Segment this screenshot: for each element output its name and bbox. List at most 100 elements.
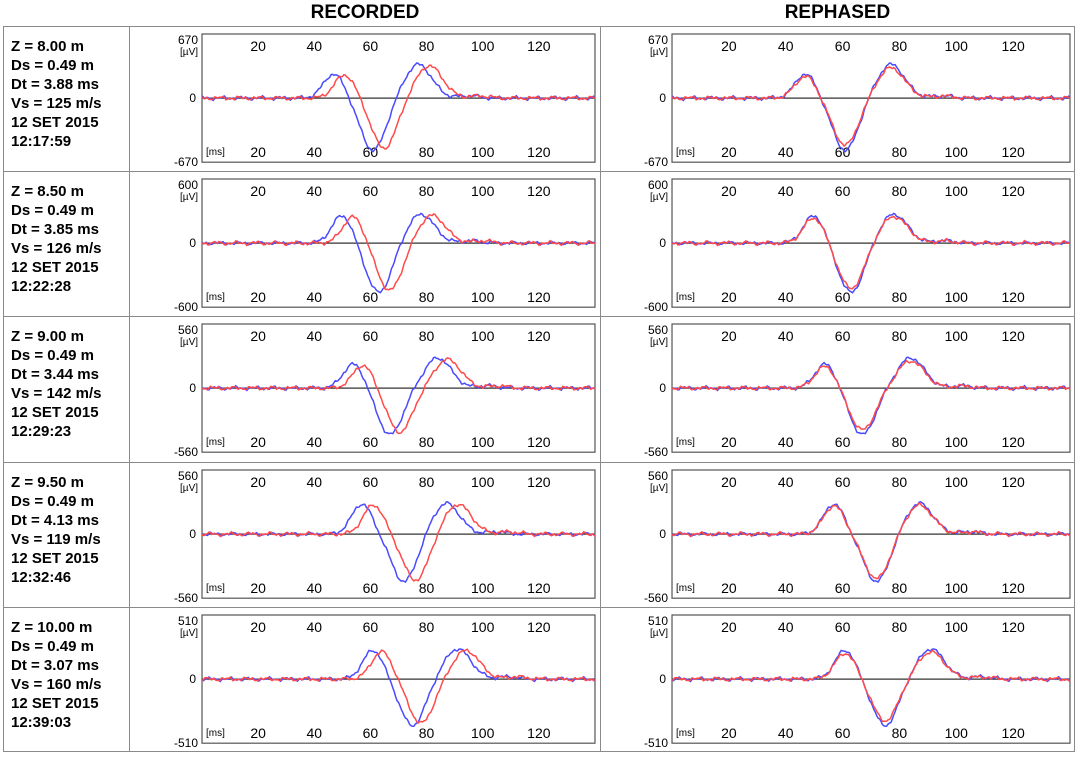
x-tick-label-bottom: 80 <box>892 435 908 451</box>
blue-trace <box>201 212 596 294</box>
x-tick-label-bottom: 100 <box>945 289 969 305</box>
y-tick-zero: 0 <box>659 672 666 686</box>
info-line: 12:39:03 <box>11 713 72 731</box>
info-line: Vs = 126 m/s <box>11 240 102 258</box>
x-tick-label-bottom: 100 <box>471 435 495 451</box>
x-tick-label-top: 40 <box>307 38 323 54</box>
x-tick-label-top: 20 <box>250 328 266 344</box>
y-tick-max: 510 <box>178 614 198 628</box>
x-tick-label-bottom: 20 <box>250 580 266 596</box>
x-tick-label-bottom: 20 <box>721 580 737 596</box>
y-tick-zero: 0 <box>189 527 196 541</box>
y-tick-zero: 0 <box>659 381 666 395</box>
rephased-plot: 560 [µV] 0 -560 20 20 40 40 60 60 80 80 100 100 120 120… <box>600 316 1075 461</box>
y-tick-max: 560 <box>178 323 198 337</box>
red-trace <box>201 357 596 435</box>
depth-row: Z = 8.50 m Ds = 0.49 m Dt = 3.85 ms Vs = 12… <box>3 171 1075 317</box>
x-tick-label-top: 100 <box>471 38 495 54</box>
y-tick-min: -510 <box>174 736 198 750</box>
x-tick-label-top: 40 <box>778 619 794 635</box>
info-line: Ds = 0.49 m <box>11 637 94 655</box>
x-tick-label-top: 40 <box>307 183 323 199</box>
recorded-waveform-chart: 560[µV] 0 -560 20 20 40 40 60 60 80 80 100 100 120 120… <box>174 469 596 605</box>
y-tick-min: -670 <box>644 155 668 169</box>
rephased-waveform-chart: 510[µV] 0 -510 20 20 40 40 60 60 80 80 100 100 120 120… <box>644 614 1071 750</box>
y-tick-min: -600 <box>174 300 198 314</box>
x-tick-label-bottom: 40 <box>307 289 323 305</box>
y-tick-max: 560 <box>178 469 198 483</box>
y-tick-zero: 0 <box>659 91 666 105</box>
x-tick-label-top: 120 <box>527 183 551 199</box>
x-tick-label-top: 80 <box>419 328 435 344</box>
x-tick-label-top: 80 <box>892 328 908 344</box>
y-tick-zero: 0 <box>189 91 196 105</box>
x-tick-label-bottom: 80 <box>419 435 435 451</box>
x-unit-label: [ms] <box>676 147 695 158</box>
x-unit-label: [ms] <box>206 147 225 158</box>
y-unit-label: [µV] <box>180 628 198 639</box>
blue-trace <box>201 648 596 727</box>
y-tick-min: -560 <box>644 446 668 460</box>
x-unit-label: [ms] <box>676 728 695 739</box>
x-tick-label-top: 20 <box>250 183 266 199</box>
y-tick-zero: 0 <box>189 672 196 686</box>
column-divider <box>600 316 601 462</box>
x-tick-label-top: 80 <box>892 474 908 490</box>
x-tick-label-bottom: 120 <box>1001 435 1025 451</box>
info-line: Vs = 142 m/s <box>11 385 102 403</box>
rephased-waveform-chart: 560[µV] 0 -560 20 20 40 40 60 60 80 80 100 100 120 120… <box>644 323 1071 460</box>
depth-info-panel: Z = 10.00 m Ds = 0.49 m Dt = 3.07 ms Vs = 1… <box>3 606 130 752</box>
rephased-heading: REPHASED <box>784 2 891 23</box>
x-tick-label-top: 100 <box>471 328 495 344</box>
x-tick-label-top: 120 <box>527 474 551 490</box>
x-tick-label-top: 80 <box>892 183 908 199</box>
x-tick-label-top: 60 <box>363 38 379 54</box>
y-unit-label: [µV] <box>180 47 198 58</box>
y-unit-label: [µV] <box>180 483 198 494</box>
x-unit-label: [ms] <box>206 292 225 303</box>
info-line: Z = 8.50 m <box>11 183 84 201</box>
x-unit-label: [ms] <box>206 728 225 739</box>
x-tick-label-top: 20 <box>721 474 737 490</box>
y-tick-zero: 0 <box>659 527 666 541</box>
x-tick-label-top: 120 <box>1001 619 1025 635</box>
depth-info-panel: Z = 8.00 m Ds = 0.49 m Dt = 3.88 ms Vs = 12… <box>3 26 130 172</box>
column-divider <box>600 26 601 172</box>
y-tick-min: -670 <box>174 155 198 169</box>
y-tick-zero: 0 <box>659 236 666 250</box>
x-tick-label-top: 20 <box>721 38 737 54</box>
column-divider <box>600 606 601 752</box>
x-tick-label-top: 80 <box>419 619 435 635</box>
x-tick-label-bottom: 20 <box>721 435 737 451</box>
x-tick-label-bottom: 60 <box>363 289 379 305</box>
info-line: 12 SET 2015 <box>11 114 99 131</box>
plot-frame <box>201 614 596 744</box>
info-line: 12 SET 2015 <box>11 694 99 712</box>
recorded-waveform-chart: 560[µV] 0 -560 20 20 40 40 60 60 80 80 100 100 120 120… <box>174 323 596 460</box>
y-tick-zero: 0 <box>189 236 196 250</box>
x-tick-label-top: 120 <box>1001 328 1025 344</box>
red-trace <box>671 66 1071 148</box>
x-tick-label-top: 60 <box>835 474 851 490</box>
blue-trace <box>671 62 1071 153</box>
x-tick-label-top: 60 <box>363 474 379 490</box>
x-tick-label-top: 100 <box>471 474 495 490</box>
recorded-plot: 560 [µV] 0 -560 20 20 40 40 60 60 80 80 100 100 120 120… <box>130 316 600 461</box>
info-line: Dt = 3.44 ms <box>11 366 99 384</box>
x-tick-label-bottom: 80 <box>419 580 435 596</box>
x-tick-label-top: 60 <box>363 619 379 635</box>
column-divider <box>600 461 601 607</box>
x-tick-label-bottom: 20 <box>721 725 737 741</box>
depth-row: Z = 8.00 m Ds = 0.49 m Dt = 3.88 ms Vs = 12… <box>3 26 1075 172</box>
x-tick-label-top: 40 <box>778 183 794 199</box>
info-line: Dt = 4.13 ms <box>11 511 99 529</box>
depth-row: Z = 10.00 m Ds = 0.49 m Dt = 3.07 ms Vs = 1… <box>3 606 1075 752</box>
info-line: Ds = 0.49 m <box>11 202 94 220</box>
x-tick-label-bottom: 40 <box>778 580 794 596</box>
x-tick-label-bottom: 20 <box>250 289 266 305</box>
x-tick-label-top: 120 <box>527 38 551 54</box>
info-line: Ds = 0.49 m <box>11 492 94 510</box>
recorded-waveform-chart: 510[µV] 0 -510 20 20 40 40 60 60 80 80 100 100 120 120… <box>174 614 596 750</box>
y-unit-label: [µV] <box>650 337 668 348</box>
x-tick-label-bottom: 60 <box>363 725 379 741</box>
